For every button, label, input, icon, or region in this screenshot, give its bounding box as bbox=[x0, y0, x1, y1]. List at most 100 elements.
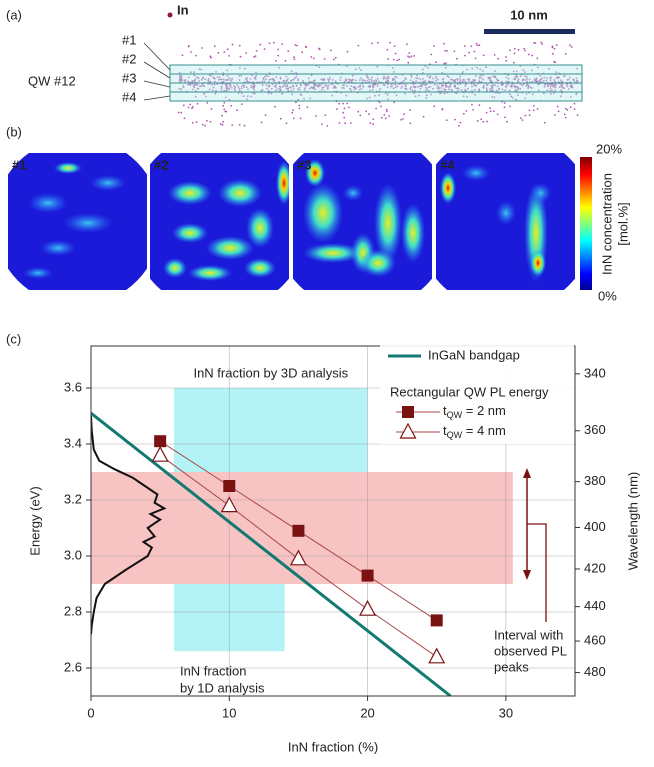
atom bbox=[215, 89, 217, 92]
atom bbox=[348, 80, 351, 83]
atom bbox=[446, 50, 448, 52]
atom bbox=[213, 77, 216, 80]
atom bbox=[487, 77, 490, 80]
atom bbox=[314, 88, 316, 91]
atom bbox=[478, 104, 481, 106]
atom bbox=[569, 106, 572, 109]
atom bbox=[513, 61, 515, 64]
atom bbox=[521, 119, 524, 121]
atom bbox=[351, 78, 354, 81]
atom bbox=[413, 92, 416, 94]
atom bbox=[275, 86, 277, 89]
atom bbox=[271, 78, 274, 80]
atom bbox=[211, 83, 214, 86]
atom bbox=[475, 42, 478, 45]
legend-marker bbox=[402, 406, 414, 418]
atom bbox=[523, 47, 526, 50]
atom bbox=[298, 104, 301, 107]
atom bbox=[486, 84, 489, 86]
atom bbox=[532, 93, 534, 96]
atom bbox=[460, 89, 463, 91]
atom bbox=[554, 86, 557, 89]
atom bbox=[524, 114, 527, 117]
y-axis-title: Energy (eV) bbox=[27, 486, 42, 555]
atom bbox=[197, 77, 200, 80]
atom bbox=[317, 85, 319, 88]
atom bbox=[205, 95, 207, 98]
atom bbox=[395, 86, 397, 89]
atom bbox=[306, 106, 309, 108]
atom bbox=[482, 54, 485, 57]
atom bbox=[524, 49, 526, 52]
atom bbox=[296, 44, 298, 47]
atom bbox=[514, 76, 517, 79]
map-blob bbox=[440, 172, 456, 204]
atom bbox=[416, 74, 418, 77]
atom bbox=[237, 86, 240, 88]
atom bbox=[553, 79, 555, 81]
atom bbox=[549, 87, 552, 90]
atom bbox=[575, 92, 578, 95]
atom bbox=[201, 83, 204, 86]
atom bbox=[372, 123, 375, 125]
atom bbox=[496, 78, 498, 81]
atom bbox=[394, 83, 397, 86]
atom bbox=[411, 89, 414, 92]
atom bbox=[220, 89, 223, 92]
atom bbox=[409, 87, 412, 90]
atom bbox=[287, 50, 290, 53]
layer-leader bbox=[143, 61, 171, 79]
atom bbox=[513, 85, 516, 87]
atom bbox=[400, 118, 402, 121]
atom bbox=[421, 68, 424, 71]
y-tick-label: 3.6 bbox=[64, 379, 82, 394]
atom bbox=[226, 79, 229, 81]
atom bbox=[348, 106, 350, 109]
atom bbox=[459, 83, 462, 85]
marker-triangle bbox=[428, 647, 446, 664]
map-blob bbox=[40, 240, 76, 256]
map-blob bbox=[303, 243, 363, 263]
atom bbox=[386, 110, 388, 113]
atom bbox=[324, 84, 327, 87]
atom bbox=[200, 85, 202, 88]
atom bbox=[329, 49, 332, 52]
atom bbox=[292, 78, 295, 81]
atom bbox=[357, 44, 360, 47]
atom bbox=[231, 43, 234, 46]
atom bbox=[543, 92, 545, 95]
atom bbox=[282, 84, 285, 87]
atom bbox=[553, 85, 555, 88]
atom bbox=[505, 56, 507, 58]
atom bbox=[472, 109, 474, 111]
atom bbox=[212, 86, 215, 89]
atom bbox=[279, 89, 282, 91]
atom bbox=[187, 83, 190, 86]
atom bbox=[178, 88, 181, 90]
atom bbox=[417, 77, 419, 80]
atom bbox=[543, 85, 546, 88]
atom bbox=[270, 92, 273, 95]
atom bbox=[548, 83, 550, 86]
atom bbox=[436, 84, 439, 87]
map-label: #1 bbox=[12, 157, 26, 172]
atom bbox=[238, 75, 241, 77]
atom bbox=[326, 86, 329, 89]
atom bbox=[554, 114, 556, 116]
atom bbox=[378, 101, 381, 104]
atom bbox=[569, 44, 571, 47]
atom bbox=[471, 85, 473, 88]
atom bbox=[236, 84, 239, 86]
atom bbox=[366, 74, 368, 77]
atom bbox=[354, 86, 357, 89]
atom bbox=[278, 66, 281, 69]
atom bbox=[195, 121, 198, 123]
atom bbox=[253, 84, 256, 87]
atom bbox=[262, 77, 264, 80]
panel-label: (a) bbox=[6, 7, 22, 22]
atom bbox=[450, 78, 453, 81]
atom bbox=[425, 86, 427, 89]
atom bbox=[395, 94, 398, 97]
atom bbox=[279, 86, 282, 89]
legend-label: In bbox=[177, 2, 189, 17]
